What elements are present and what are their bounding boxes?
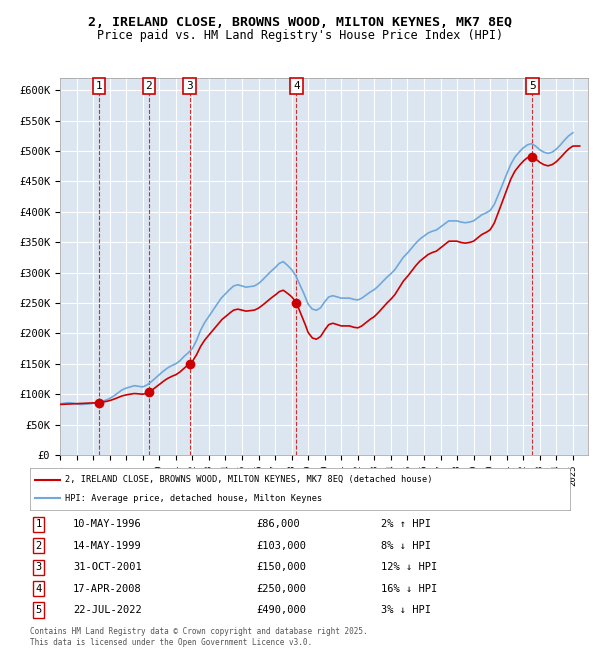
Text: 14-MAY-1999: 14-MAY-1999 bbox=[73, 541, 142, 551]
Text: 2% ↑ HPI: 2% ↑ HPI bbox=[381, 519, 431, 529]
Text: 2: 2 bbox=[145, 81, 152, 91]
Text: Price paid vs. HM Land Registry's House Price Index (HPI): Price paid vs. HM Land Registry's House … bbox=[97, 29, 503, 42]
Text: 22-JUL-2022: 22-JUL-2022 bbox=[73, 605, 142, 615]
Text: 4: 4 bbox=[35, 584, 41, 593]
Text: 1: 1 bbox=[35, 519, 41, 529]
Text: £250,000: £250,000 bbox=[257, 584, 307, 593]
Text: 5: 5 bbox=[35, 605, 41, 615]
Text: 1: 1 bbox=[95, 81, 103, 91]
Text: 2, IRELAND CLOSE, BROWNS WOOD, MILTON KEYNES, MK7 8EQ (detached house): 2, IRELAND CLOSE, BROWNS WOOD, MILTON KE… bbox=[65, 475, 433, 484]
Text: 3% ↓ HPI: 3% ↓ HPI bbox=[381, 605, 431, 615]
Text: 8% ↓ HPI: 8% ↓ HPI bbox=[381, 541, 431, 551]
Text: 4: 4 bbox=[293, 81, 300, 91]
Text: 17-APR-2008: 17-APR-2008 bbox=[73, 584, 142, 593]
Text: 10-MAY-1996: 10-MAY-1996 bbox=[73, 519, 142, 529]
Text: £490,000: £490,000 bbox=[257, 605, 307, 615]
Text: 16% ↓ HPI: 16% ↓ HPI bbox=[381, 584, 437, 593]
Text: 3: 3 bbox=[186, 81, 193, 91]
Text: £150,000: £150,000 bbox=[257, 562, 307, 572]
Text: £86,000: £86,000 bbox=[257, 519, 301, 529]
Text: 12% ↓ HPI: 12% ↓ HPI bbox=[381, 562, 437, 572]
Text: 5: 5 bbox=[529, 81, 536, 91]
Text: HPI: Average price, detached house, Milton Keynes: HPI: Average price, detached house, Milt… bbox=[65, 494, 322, 503]
Text: 2, IRELAND CLOSE, BROWNS WOOD, MILTON KEYNES, MK7 8EQ: 2, IRELAND CLOSE, BROWNS WOOD, MILTON KE… bbox=[88, 16, 512, 29]
Text: 3: 3 bbox=[35, 562, 41, 572]
Text: 31-OCT-2001: 31-OCT-2001 bbox=[73, 562, 142, 572]
Text: £103,000: £103,000 bbox=[257, 541, 307, 551]
Text: Contains HM Land Registry data © Crown copyright and database right 2025.
This d: Contains HM Land Registry data © Crown c… bbox=[30, 627, 368, 647]
Text: 2: 2 bbox=[35, 541, 41, 551]
